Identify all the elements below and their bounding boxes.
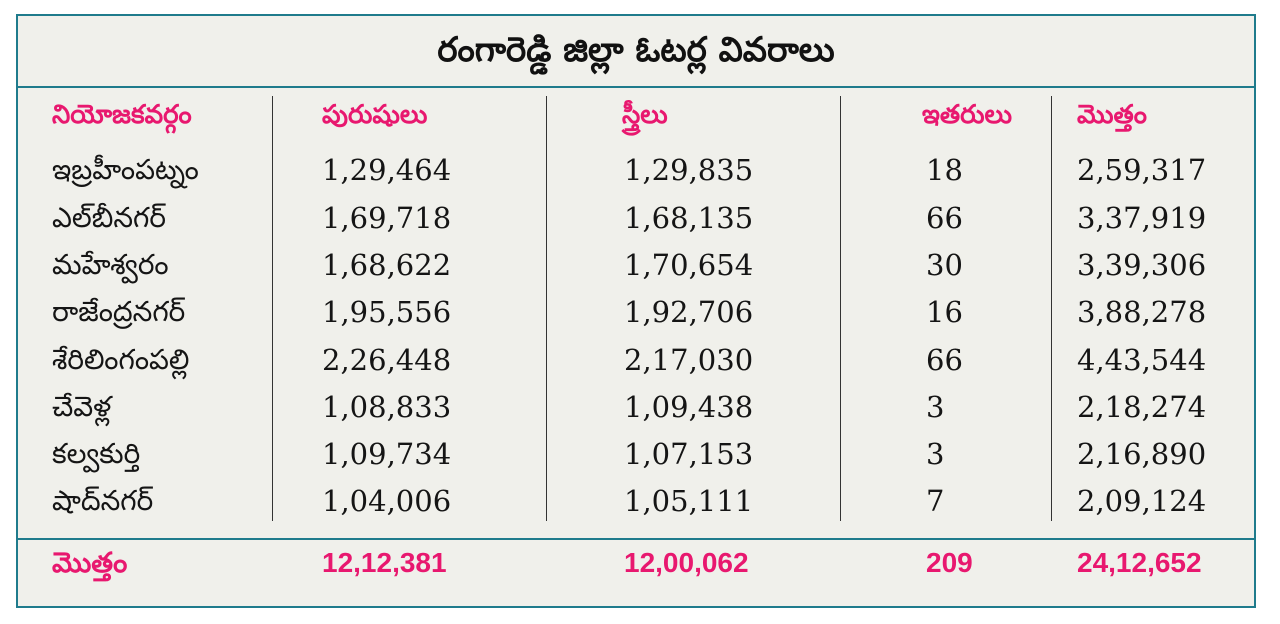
men-count: 1,29,464 [322,153,452,187]
others-count: 66 [926,201,963,235]
total-count: 3,39,306 [1077,248,1207,282]
total-count: 3,37,919 [1077,201,1207,235]
total-count: 3,88,278 [1077,295,1207,329]
constituency-name: ఇబ్రహీంపట్నం [52,153,199,186]
women-count: 1,05,111 [624,484,754,518]
totals-men: 12,12,381 [322,547,447,578]
constituency-name: ఎల్‌బీనగర్ [52,201,166,234]
constituency-name: శేరిలింగంపల్లి [52,343,190,376]
constituency-name: చేవెళ్ల [52,390,112,423]
total-count: 2,59,317 [1077,153,1207,187]
totals-women: 12,00,062 [624,547,749,578]
table-title: రంగారెడ్డి జిల్లా ఓటర్ల వివరాలు [437,30,835,70]
totals-total: 24,12,652 [1077,547,1202,578]
total-count: 2,09,124 [1077,484,1207,518]
women-count: 1,07,153 [624,437,754,471]
constituency-name: మహేశ్వరం [52,248,169,281]
others-count: 3 [926,390,945,424]
voter-details-panel: రంగారెడ్డి జిల్లా ఓటర్ల వివరాలు నియోజకవర… [16,14,1256,608]
header-women: స్త్రీలు [622,100,668,130]
men-count: 1,09,734 [322,437,452,471]
men-count: 2,26,448 [322,343,452,377]
constituency-name: షాద్‌నగర్ [52,484,154,517]
column-divider [272,96,273,521]
header-others: ఇతరులు [922,100,1012,130]
totals-others: 209 [926,547,973,578]
men-count: 1,08,833 [322,390,452,424]
title-divider [18,86,1254,88]
women-count: 1,70,654 [624,248,754,282]
total-count: 4,43,544 [1077,343,1207,377]
column-divider [840,96,841,521]
others-count: 3 [926,437,945,471]
column-divider [1051,96,1052,521]
women-count: 1,92,706 [624,295,754,329]
women-count: 1,68,135 [624,201,754,235]
header-men: పురుషులు [322,100,428,130]
men-count: 1,04,006 [322,484,452,518]
header-total: మొత్తం [1077,100,1147,130]
men-count: 1,95,556 [322,295,452,329]
men-count: 1,68,622 [322,248,452,282]
total-count: 2,16,890 [1077,437,1207,471]
totals-divider [18,538,1254,540]
others-count: 18 [926,153,963,187]
women-count: 2,17,030 [624,343,754,377]
others-count: 16 [926,295,963,329]
column-divider [546,96,547,521]
constituency-name: కల్వకుర్తి [52,437,141,470]
total-count: 2,18,274 [1077,390,1207,424]
men-count: 1,69,718 [322,201,452,235]
others-count: 30 [926,248,963,282]
women-count: 1,29,835 [624,153,754,187]
totals-label: మొత్తం [52,546,128,579]
header-constituency: నియోజకవర్గం [52,100,192,130]
others-count: 66 [926,343,963,377]
constituency-name: రాజేంద్రనగర్ [52,295,186,328]
women-count: 1,09,438 [624,390,754,424]
others-count: 7 [926,484,945,518]
